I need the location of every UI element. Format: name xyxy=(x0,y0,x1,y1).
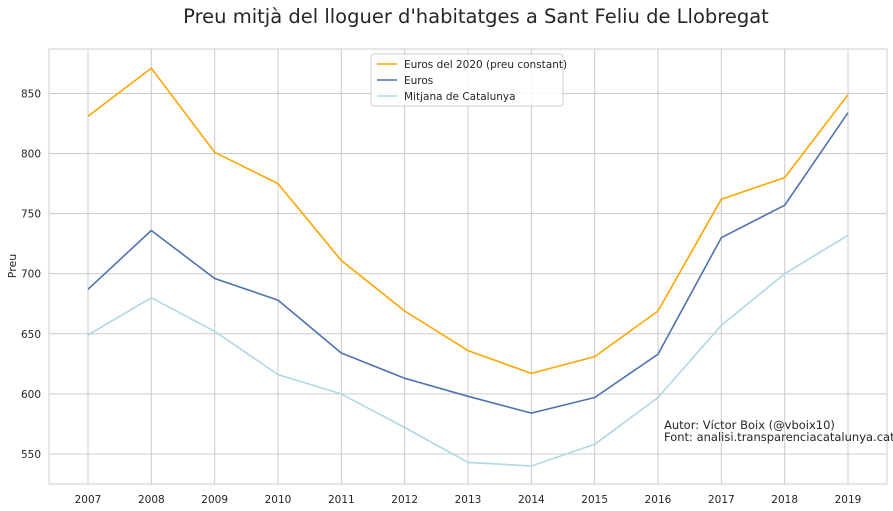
grid xyxy=(49,49,887,484)
x-tick-label: 2015 xyxy=(581,494,608,506)
annotation-text: Font: analisi.transparenciacatalunya.cat xyxy=(664,430,893,444)
x-tick-label: 2011 xyxy=(328,494,355,506)
y-tick-label: 800 xyxy=(21,149,41,161)
y-tick-label: 600 xyxy=(21,389,41,401)
x-tick-label: 2008 xyxy=(138,494,165,506)
x-tick-label: 2010 xyxy=(265,494,292,506)
y-tick-label: 550 xyxy=(21,449,41,461)
x-tick-label: 2009 xyxy=(201,494,228,506)
y-tick-label: 750 xyxy=(21,209,41,221)
x-tick-label: 2019 xyxy=(835,494,862,506)
annotation-text: Autor: Víctor Boix (@vboix10) xyxy=(664,418,835,432)
x-tick-label: 2017 xyxy=(708,494,735,506)
y-tick-label: 650 xyxy=(21,329,41,341)
x-tick-label: 2014 xyxy=(518,494,545,506)
legend-label: Euros xyxy=(404,75,433,87)
series-lines xyxy=(87,67,849,467)
y-tick-label: 700 xyxy=(21,269,41,281)
annotations: Autor: Víctor Boix (@vboix10)Font: anali… xyxy=(664,418,893,444)
legend-label: Euros del 2020 (preu constant) xyxy=(404,59,567,71)
y-axis-label: Preu xyxy=(6,254,19,278)
legend: Euros del 2020 (preu constant) Euros Mitja… xyxy=(370,53,567,107)
series-line-3 xyxy=(87,234,849,467)
series-line-2 xyxy=(87,112,849,414)
x-tick-label: 2007 xyxy=(75,494,102,506)
legend-box xyxy=(370,53,564,107)
y-tick-label: 850 xyxy=(21,88,41,100)
x-tick-label: 2012 xyxy=(391,494,418,506)
x-tick-label: 2013 xyxy=(455,494,482,506)
x-tick-labels: 2007 2008 2009 2010 2011 2012 2013 2014 2015 2016… xyxy=(75,494,862,506)
x-tick-label: 2018 xyxy=(771,494,798,506)
legend-label: Mitjana de Catalunya xyxy=(404,91,516,103)
plot-area-frame xyxy=(48,48,888,485)
x-tick-label: 2016 xyxy=(645,494,672,506)
series-line-1 xyxy=(87,67,849,375)
y-tick-labels: 550 600 650 700 750 800 850 xyxy=(21,88,41,460)
chart-title: Preu mitjà del lloguer d'habitatges a Sa… xyxy=(183,5,769,28)
